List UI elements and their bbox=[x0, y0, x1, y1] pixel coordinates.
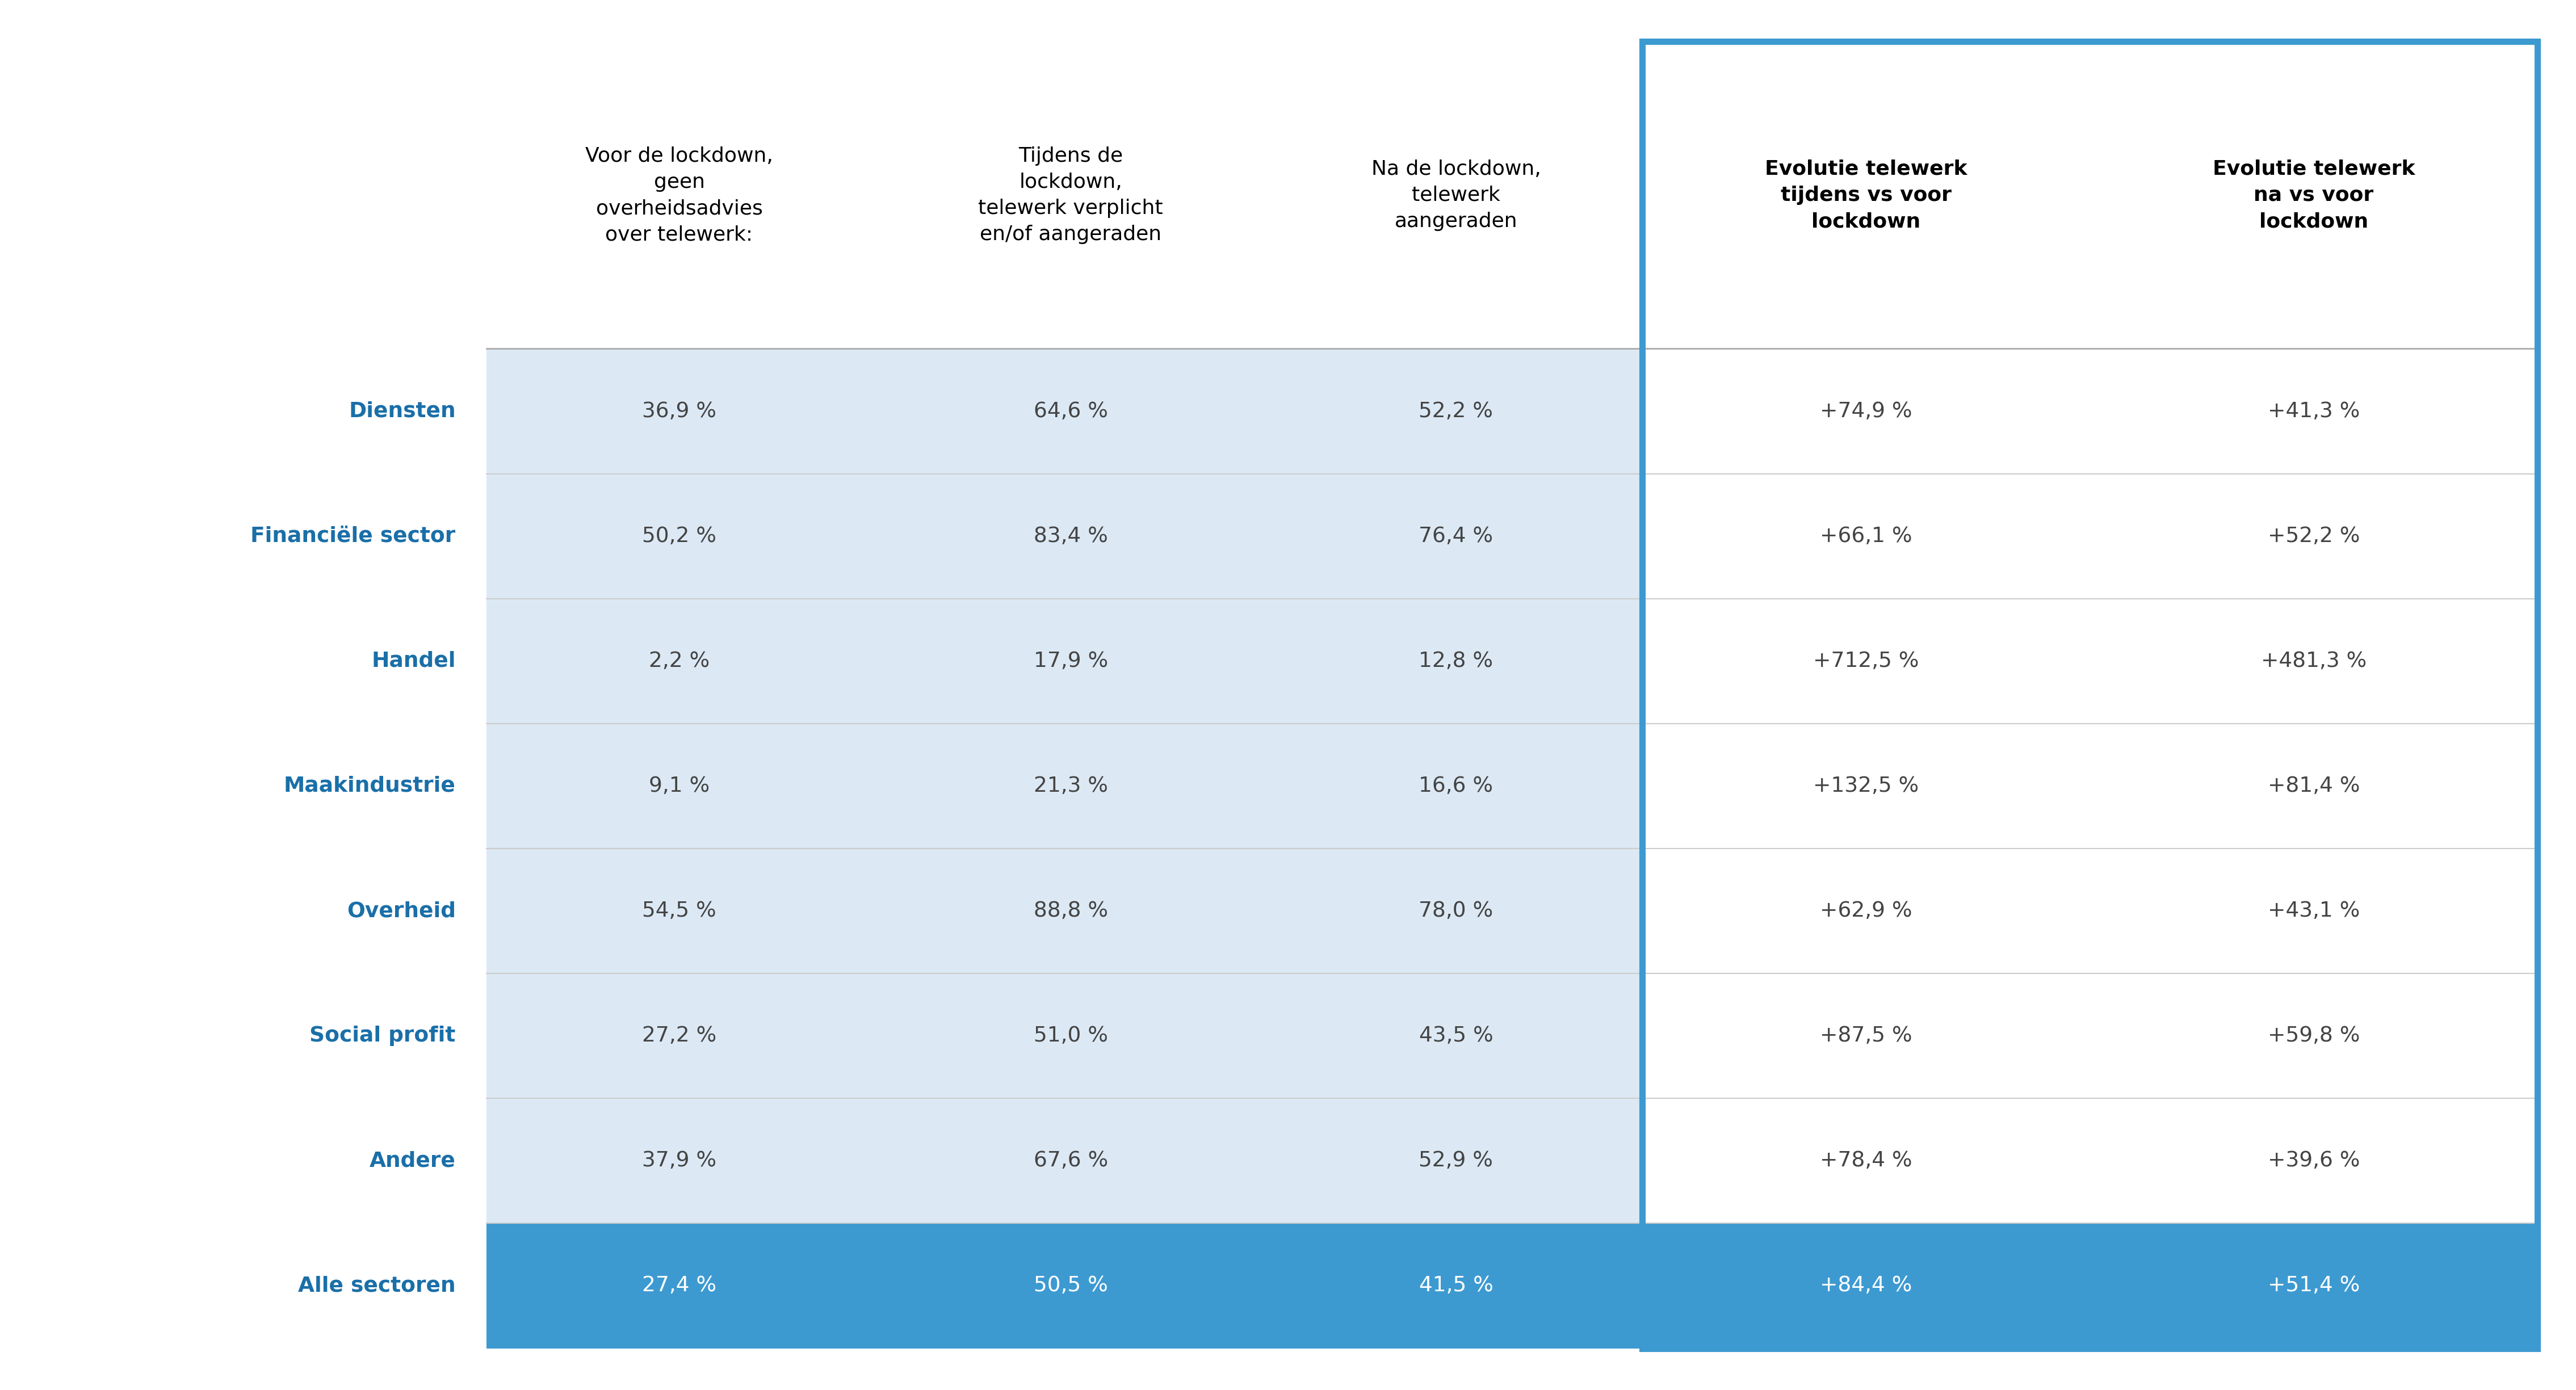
Text: +59,8 %: +59,8 % bbox=[2267, 1026, 2360, 1047]
Text: 2,2 %: 2,2 % bbox=[649, 651, 708, 671]
Text: 27,4 %: 27,4 % bbox=[641, 1276, 716, 1295]
Bar bbox=[487, 973, 871, 1098]
Text: +81,4 %: +81,4 % bbox=[2267, 776, 2360, 796]
Text: Maakindustrie: Maakindustrie bbox=[283, 776, 456, 796]
Bar bbox=[1270, 973, 1643, 1098]
Text: 17,9 %: 17,9 % bbox=[1033, 651, 1108, 671]
Text: +52,2 %: +52,2 % bbox=[2267, 525, 2360, 546]
Text: Alle sectoren: Alle sectoren bbox=[299, 1276, 456, 1295]
Bar bbox=[1643, 973, 2089, 1098]
Bar bbox=[871, 42, 1270, 349]
Text: +481,3 %: +481,3 % bbox=[2262, 651, 2367, 671]
Text: +39,6 %: +39,6 % bbox=[2267, 1151, 2360, 1172]
Text: +41,3 %: +41,3 % bbox=[2267, 400, 2360, 421]
Text: Evolutie telewerk
na vs voor
lockdown: Evolutie telewerk na vs voor lockdown bbox=[2213, 160, 2414, 231]
Text: 88,8 %: 88,8 % bbox=[1033, 901, 1108, 922]
Bar bbox=[871, 724, 1270, 848]
Bar bbox=[1270, 848, 1643, 973]
Bar bbox=[2089, 474, 2537, 599]
Bar bbox=[2089, 848, 2537, 973]
Text: 76,4 %: 76,4 % bbox=[1419, 525, 1494, 546]
Text: Evolutie telewerk
tijdens vs voor
lockdown: Evolutie telewerk tijdens vs voor lockdo… bbox=[1765, 160, 1968, 231]
Text: 52,2 %: 52,2 % bbox=[1419, 400, 1494, 421]
Text: 52,9 %: 52,9 % bbox=[1419, 1151, 1494, 1172]
Text: 50,2 %: 50,2 % bbox=[641, 525, 716, 546]
Bar bbox=[1643, 42, 2089, 349]
Text: Voor de lockdown,
geen
overheidsadvies
over telewerk:: Voor de lockdown, geen overheidsadvies o… bbox=[585, 146, 773, 245]
Text: 78,0 %: 78,0 % bbox=[1419, 901, 1494, 922]
Bar bbox=[1270, 724, 1643, 848]
Bar bbox=[871, 1098, 1270, 1223]
Text: +66,1 %: +66,1 % bbox=[1821, 525, 1911, 546]
Text: Overheid: Overheid bbox=[348, 901, 456, 922]
Bar bbox=[487, 42, 871, 349]
Text: +74,9 %: +74,9 % bbox=[1821, 400, 1911, 421]
Text: Financiële sector: Financiële sector bbox=[250, 525, 456, 546]
Text: 50,5 %: 50,5 % bbox=[1033, 1276, 1108, 1295]
Text: 43,5 %: 43,5 % bbox=[1419, 1026, 1494, 1047]
Text: 16,6 %: 16,6 % bbox=[1419, 776, 1494, 796]
Bar bbox=[2089, 1098, 2537, 1223]
Bar bbox=[487, 1223, 871, 1348]
Text: +51,4 %: +51,4 % bbox=[2267, 1276, 2360, 1295]
Text: 36,9 %: 36,9 % bbox=[641, 400, 716, 421]
Bar bbox=[487, 474, 871, 599]
Bar bbox=[2089, 724, 2537, 848]
Text: 54,5 %: 54,5 % bbox=[641, 901, 716, 922]
Bar bbox=[487, 349, 871, 474]
Bar bbox=[1643, 1098, 2089, 1223]
Bar bbox=[487, 1098, 871, 1223]
Bar bbox=[2089, 349, 2537, 474]
Text: Andere: Andere bbox=[368, 1151, 456, 1172]
Bar bbox=[1643, 1223, 2089, 1348]
Text: Diensten: Diensten bbox=[348, 400, 456, 421]
Bar bbox=[2089, 973, 2537, 1098]
Text: Na de lockdown,
telewerk
aangeraden: Na de lockdown, telewerk aangeraden bbox=[1370, 160, 1540, 231]
Text: 21,3 %: 21,3 % bbox=[1033, 776, 1108, 796]
Bar bbox=[1643, 349, 2089, 474]
Bar bbox=[487, 848, 871, 973]
Text: 51,0 %: 51,0 % bbox=[1033, 1026, 1108, 1047]
Bar bbox=[1643, 599, 2089, 724]
Text: 9,1 %: 9,1 % bbox=[649, 776, 708, 796]
Bar bbox=[871, 474, 1270, 599]
Bar bbox=[2089, 599, 2537, 724]
Bar bbox=[1270, 474, 1643, 599]
Bar bbox=[487, 724, 871, 848]
Text: +62,9 %: +62,9 % bbox=[1821, 901, 1911, 922]
Bar bbox=[1270, 599, 1643, 724]
Bar bbox=[1270, 1098, 1643, 1223]
Text: Tijdens de
lockdown,
telewerk verplicht
en/of aangeraden: Tijdens de lockdown, telewerk verplicht … bbox=[979, 146, 1164, 245]
Text: 41,5 %: 41,5 % bbox=[1419, 1276, 1494, 1295]
Bar bbox=[1643, 724, 2089, 848]
Text: +87,5 %: +87,5 % bbox=[1821, 1026, 1911, 1047]
Bar bbox=[871, 848, 1270, 973]
Bar bbox=[1270, 42, 1643, 349]
Text: 27,2 %: 27,2 % bbox=[641, 1026, 716, 1047]
Text: 83,4 %: 83,4 % bbox=[1033, 525, 1108, 546]
Bar bbox=[2089, 42, 2537, 349]
Bar bbox=[1643, 474, 2089, 599]
Bar bbox=[2089, 1223, 2537, 1348]
Bar bbox=[1643, 848, 2089, 973]
Bar bbox=[1270, 1223, 1643, 1348]
Text: 67,6 %: 67,6 % bbox=[1033, 1151, 1108, 1172]
Text: +712,5 %: +712,5 % bbox=[1814, 651, 1919, 671]
Text: +132,5 %: +132,5 % bbox=[1814, 776, 1919, 796]
Text: Handel: Handel bbox=[371, 651, 456, 671]
Text: +78,4 %: +78,4 % bbox=[1821, 1151, 1911, 1172]
Text: +43,1 %: +43,1 % bbox=[2267, 901, 2360, 922]
Text: Social profit: Social profit bbox=[309, 1026, 456, 1047]
Text: 37,9 %: 37,9 % bbox=[641, 1151, 716, 1172]
Bar bbox=[1643, 42, 2537, 1348]
Bar bbox=[871, 599, 1270, 724]
Text: 12,8 %: 12,8 % bbox=[1419, 651, 1494, 671]
Bar bbox=[1270, 349, 1643, 474]
Bar bbox=[487, 599, 871, 724]
Bar bbox=[871, 973, 1270, 1098]
Text: 64,6 %: 64,6 % bbox=[1033, 400, 1108, 421]
Bar bbox=[871, 1223, 1270, 1348]
Bar bbox=[871, 349, 1270, 474]
Text: +84,4 %: +84,4 % bbox=[1821, 1276, 1911, 1295]
